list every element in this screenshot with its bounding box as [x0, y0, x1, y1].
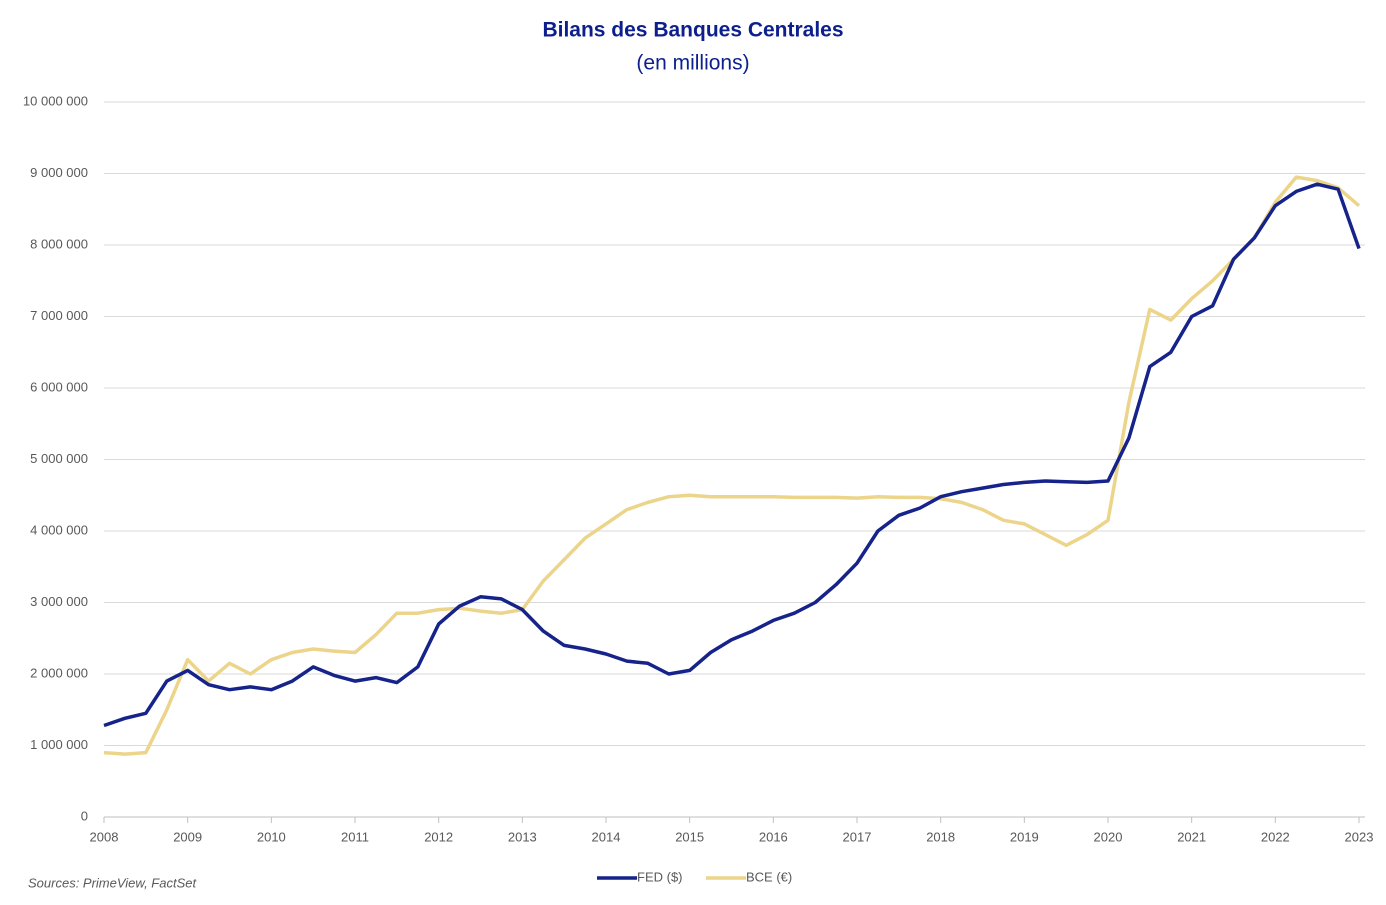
- chart-title: Bilans des Banques Centrales: [542, 19, 843, 42]
- x-tick-label: 2012: [424, 829, 453, 844]
- x-tick-label: 2008: [90, 829, 119, 844]
- x-tick-label: 2011: [341, 829, 369, 844]
- series-line: [103, 182, 1361, 728]
- y-tick-label: 5 000 000: [30, 451, 88, 466]
- y-tick-label: 4 000 000: [30, 522, 88, 537]
- y-tick-label: 8 000 000: [30, 236, 88, 251]
- y-tick-label: 10 000 000: [23, 93, 88, 108]
- x-tick-label: 2013: [508, 829, 537, 844]
- y-tick-label: 3 000 000: [30, 594, 88, 609]
- x-tick-label: 2010: [257, 829, 286, 844]
- y-tick-label: 7 000 000: [30, 308, 88, 323]
- x-tick-label: 2019: [1010, 829, 1039, 844]
- y-tick-label: 6 000 000: [30, 379, 88, 394]
- x-tick-label: 2009: [173, 829, 202, 844]
- x-tick-label: 2020: [1094, 829, 1123, 844]
- y-tick-label: 9 000 000: [30, 165, 88, 180]
- y-tick-label: 2 000 000: [30, 665, 88, 680]
- x-tick-label: 2017: [843, 829, 872, 844]
- x-tick-label: 2015: [675, 829, 704, 844]
- legend-label: FED ($): [637, 869, 683, 884]
- y-tick-label: 0: [81, 808, 88, 823]
- source-note: Sources: PrimeView, FactSet: [28, 875, 197, 890]
- y-tick-label: 1 000 000: [30, 737, 88, 752]
- x-tick-label: 2022: [1261, 829, 1290, 844]
- chart-subtitle: (en millions): [636, 52, 749, 75]
- x-tick-label: 2021: [1177, 829, 1206, 844]
- x-tick-label: 2016: [759, 829, 788, 844]
- x-tick-label: 2018: [926, 829, 955, 844]
- legend-label: BCE (€): [746, 869, 792, 884]
- series-line: [103, 175, 1361, 756]
- x-tick-label: 2014: [592, 829, 621, 844]
- x-tick-label: 2023: [1345, 829, 1374, 844]
